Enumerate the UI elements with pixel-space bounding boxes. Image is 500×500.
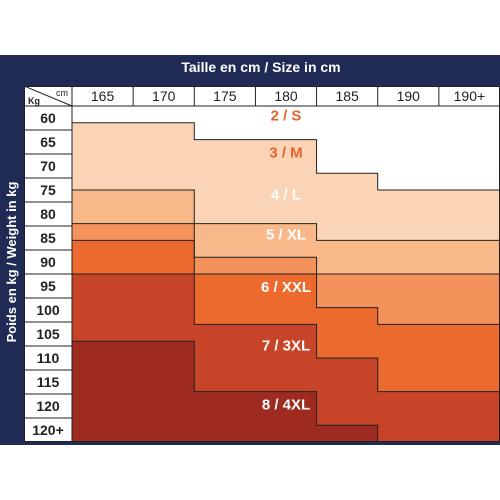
y-axis-label-wrapper: Poids en kg / Weight in kg bbox=[2, 82, 22, 442]
row-label-120: 120 bbox=[36, 398, 60, 414]
row-label-100: 100 bbox=[36, 302, 60, 318]
row-label-75: 75 bbox=[40, 182, 56, 198]
size-boundary-2 bbox=[72, 223, 500, 275]
corner-cm-label: cm bbox=[56, 88, 68, 98]
size-boundary-3 bbox=[72, 239, 500, 325]
row-label-80: 80 bbox=[40, 206, 56, 222]
column-header-185: 185 bbox=[335, 88, 359, 104]
size-label-5: 7 / 3XL bbox=[262, 338, 310, 355]
size-label-6: 8 / 4XL bbox=[262, 396, 310, 413]
row-label-110: 110 bbox=[37, 350, 60, 366]
size-band-1 bbox=[72, 122, 500, 241]
size-band-2 bbox=[72, 190, 500, 274]
size-boundary-0 bbox=[72, 122, 500, 191]
row-label-120+: 120+ bbox=[32, 422, 64, 438]
column-header-165: 165 bbox=[91, 88, 115, 104]
size-label-3: 5 / XL bbox=[266, 227, 306, 244]
row-label-90: 90 bbox=[40, 254, 56, 270]
size-band-5 bbox=[72, 274, 500, 442]
row-label-115: 115 bbox=[37, 374, 60, 390]
column-header-190: 190 bbox=[397, 88, 421, 104]
column-header-170: 170 bbox=[152, 88, 176, 104]
size-chart-svg: cm Kg 165 170 175 180 185 190 190+ 60 65 70 75 80 85 90… bbox=[23, 85, 500, 443]
row-label-70: 70 bbox=[40, 158, 56, 174]
row-label-60: 60 bbox=[40, 110, 56, 126]
size-boundary-4 bbox=[72, 273, 500, 393]
row-label-105: 105 bbox=[36, 326, 60, 342]
row-label-background bbox=[24, 86, 72, 442]
size-band-0 bbox=[72, 106, 500, 190]
column-header-175: 175 bbox=[213, 88, 237, 104]
corner-kg-label: Kg bbox=[28, 96, 40, 106]
row-label-95: 95 bbox=[40, 278, 56, 294]
chart-title: Taille en cm / Size in cm bbox=[181, 59, 341, 75]
size-band-4 bbox=[72, 240, 500, 392]
row-label-65: 65 bbox=[40, 134, 56, 150]
size-label-2: 4 / L bbox=[271, 186, 301, 203]
size-label-1: 3 / M bbox=[269, 144, 302, 161]
row-label-85: 85 bbox=[40, 230, 56, 246]
corner-diagonal bbox=[23, 85, 73, 107]
y-axis-label: Poids en kg / Weight in kg bbox=[4, 181, 19, 343]
size-label-0: 2 / S bbox=[271, 107, 302, 124]
size-boundary-1 bbox=[72, 189, 500, 241]
size-label-4: 6 / XXL bbox=[261, 279, 311, 296]
size-chart: cm Kg 165 170 175 180 185 190 190+ 60 65 70 75 80 85 90… bbox=[23, 85, 500, 443]
column-header-180: 180 bbox=[274, 88, 298, 104]
column-header-190+: 190+ bbox=[454, 88, 486, 104]
header-background bbox=[24, 86, 500, 106]
